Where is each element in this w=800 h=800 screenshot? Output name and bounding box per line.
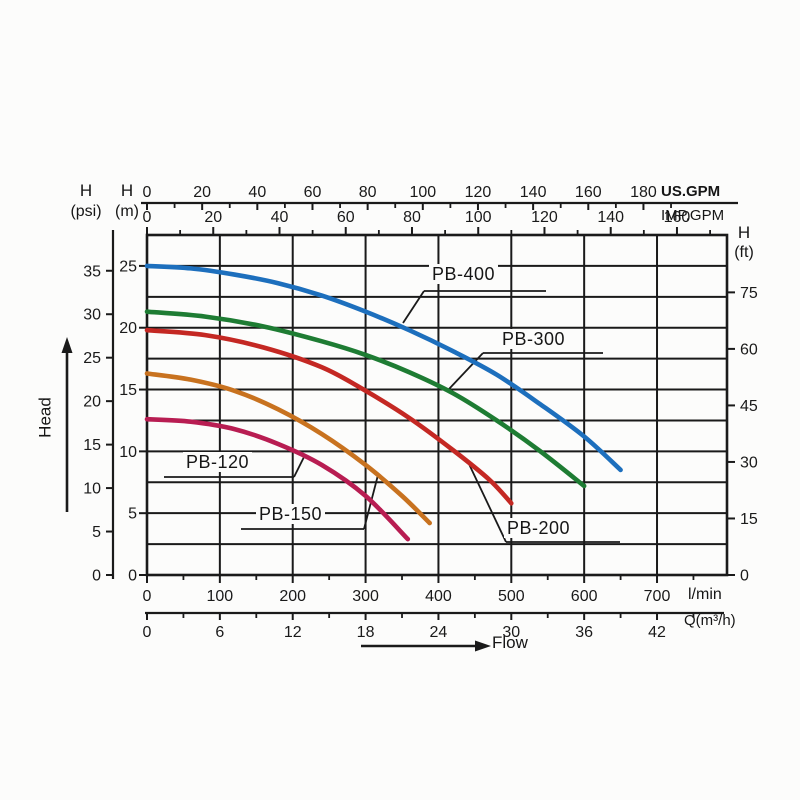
flow-axis-label: Flow [492,633,528,652]
us-gpm-tick-label: 180 [630,184,657,201]
us-gpm-tick-label: 140 [520,184,547,201]
imp-gpm-tick-label: 40 [271,209,289,226]
psi-tick-label: 25 [83,350,101,367]
ft-tick-label: 30 [740,454,758,471]
imp-gpm-tick-label: 120 [531,209,558,226]
ft-tick-label: 15 [740,511,758,528]
m3h-tick-label: 0 [143,624,152,641]
us-gpm-tick-label: 80 [359,184,377,201]
curve-pb-400 [144,263,623,473]
lmin-tick-label: 0 [143,588,152,605]
us-gpm-tick-label: 160 [575,184,602,201]
m-tick-label: 20 [119,320,137,337]
lmin-tick-label: 100 [207,588,234,605]
lmin-tick-label: 600 [571,588,598,605]
us-gpm-unit-label: US.GPM [661,183,721,200]
us-gpm-tick-label: 0 [143,184,152,201]
us-gpm-tick-label: 120 [465,184,492,201]
imp-gpm-tick-label: 160 [664,209,691,226]
m3h-tick-label: 36 [575,624,593,641]
callout-leader-pb-120 [293,454,306,478]
curve-label-pb-150: PB-150 [256,504,326,524]
lmin-tick-label: 700 [644,588,671,605]
left-psi-axis-subtitle: (psi) [70,203,102,220]
head-arrow-head [61,337,73,353]
imp-gpm-tick-label: 100 [465,209,492,226]
imp-gpm-tick-label: 140 [597,209,624,226]
psi-tick-label: 10 [83,481,101,498]
m3h-tick-label: 42 [648,624,666,641]
curve-label-pb-120: PB-120 [183,452,253,472]
left-m-axis-subtitle: (m) [115,203,139,220]
m3h-tick-label: 12 [284,624,302,641]
right-ft-axis-subtitle: (ft) [734,244,754,261]
callout-leader-pb-300 [448,352,484,390]
us-gpm-tick-label: 60 [304,184,322,201]
m-tick-label: 10 [119,444,137,461]
left-m-axis-title: H [120,181,134,200]
m-tick-label: 0 [128,568,137,585]
m3h-unit-label: Q(m³/h) [684,612,736,629]
ft-tick-label: 0 [740,568,749,585]
flow-arrow-head [475,640,491,652]
plot-border [145,233,729,577]
m-tick-label: 25 [119,258,137,275]
ft-tick-label: 60 [740,341,758,358]
psi-tick-label: 5 [92,524,101,541]
curve-pb-120 [144,416,411,542]
psi-tick-label: 15 [83,437,101,454]
psi-tick-label: 35 [83,263,101,280]
imp-gpm-tick-label: 80 [403,209,421,226]
callout-leader-pb-200 [468,463,507,543]
us-gpm-tick-label: 20 [193,184,211,201]
us-gpm-tick-label: 40 [248,184,266,201]
curve-pb-150 [144,371,432,526]
right-ft-axis-title: H [737,223,751,242]
m3h-tick-label: 24 [430,624,448,641]
m3h-tick-label: 18 [357,624,375,641]
psi-tick-label: 0 [92,568,101,585]
left-psi-axis-title: H [79,181,93,200]
psi-tick-label: 20 [83,394,101,411]
curve-label-pb-300: PB-300 [499,329,569,349]
psi-tick-label: 30 [83,307,101,324]
imp-gpm-tick-label: 0 [143,209,152,226]
curve-label-pb-200: PB-200 [504,518,574,538]
head-axis-label: Head [35,397,55,438]
curve-label-pb-400: PB-400 [429,264,499,284]
m-tick-label: 15 [119,382,137,399]
imp-gpm-tick-label: 20 [204,209,222,226]
lmin-tick-label: 400 [425,588,452,605]
lmin-tick-label: 200 [279,588,306,605]
curve-pb-300 [144,309,587,489]
curve-pb-200 [144,327,514,506]
lmin-unit-label: l/min [688,586,722,603]
imp-gpm-tick-label: 60 [337,209,355,226]
callout-leader-pb-400 [402,290,425,324]
ft-tick-label: 75 [740,285,758,302]
m3h-tick-label: 30 [502,624,520,641]
lmin-tick-label: 500 [498,588,525,605]
lmin-tick-label: 300 [352,588,379,605]
m-tick-label: 5 [128,506,137,523]
m3h-tick-label: 6 [215,624,224,641]
ft-tick-label: 45 [740,398,758,415]
us-gpm-tick-label: 100 [409,184,436,201]
imp-gpm-unit-label: IMP.GPM [661,207,725,224]
